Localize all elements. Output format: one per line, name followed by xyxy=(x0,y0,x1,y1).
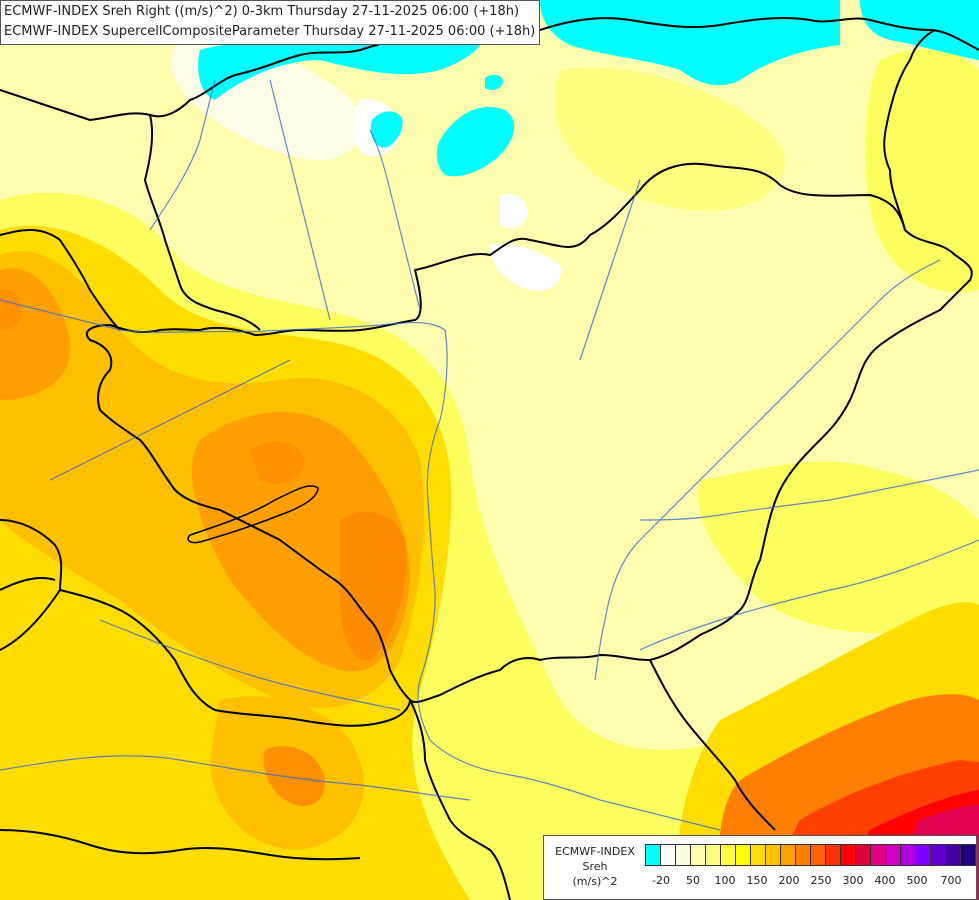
river-vah xyxy=(269,79,331,321)
field-orange-8 xyxy=(0,289,22,330)
field-yellow-ne xyxy=(865,49,979,293)
border-austria-slovenia xyxy=(0,519,411,727)
river-koros xyxy=(639,469,979,521)
field-yellow-east xyxy=(698,461,979,634)
legend-swatch-10 xyxy=(795,844,811,866)
field-cyan-2 xyxy=(540,0,840,86)
field-cyan-5 xyxy=(485,74,503,90)
title-line-scp: ECMWF-INDEX SupercellCompositeParameter … xyxy=(4,24,536,39)
border-slovenia-croatia xyxy=(0,577,61,651)
border-czech-austria xyxy=(144,114,261,331)
border-bosnia xyxy=(0,829,361,861)
legend-tick-label: 700 xyxy=(940,874,962,887)
border-romania-serbia xyxy=(649,659,776,831)
legend-swatch-13 xyxy=(840,844,856,866)
legend-unit: (m/s)^2 xyxy=(572,875,618,888)
legend-swatch-5 xyxy=(720,844,736,866)
legend-swatch-3 xyxy=(690,844,706,866)
border-croatia-serbia xyxy=(409,699,511,900)
legend-swatch-15 xyxy=(870,844,886,866)
legend-tick-label: 300 xyxy=(842,874,864,887)
legend-model: ECMWF-INDEX xyxy=(555,845,635,858)
legend-swatch-0 xyxy=(645,844,661,866)
field-orange-5 xyxy=(340,511,407,661)
map-title-box: ECMWF-INDEX Sreh Right ((m/s)^2) 0-3km T… xyxy=(0,0,541,45)
legend-tick-label: 500 xyxy=(906,874,928,887)
legend-tick-label: 400 xyxy=(874,874,896,887)
title-line-sreh: ECMWF-INDEX Sreh Right ((m/s)^2) 0-3km T… xyxy=(4,4,520,19)
field-cyan-3 xyxy=(436,106,515,177)
river-sava xyxy=(0,755,471,801)
legend-swatch-14 xyxy=(855,844,871,866)
field-yellow-north xyxy=(554,67,785,211)
legend-tick-label: 250 xyxy=(810,874,832,887)
legend-tick-label: -20 xyxy=(652,874,670,887)
border-ukraine xyxy=(883,29,936,231)
legend-tick-label: 150 xyxy=(746,874,768,887)
river-danube xyxy=(0,299,721,831)
legend-swatch-7 xyxy=(750,844,766,866)
field-white-2 xyxy=(490,243,561,291)
lake-balaton xyxy=(187,485,319,544)
border-west-austria xyxy=(0,229,121,331)
legend-swatch-19 xyxy=(930,844,946,866)
legend-swatch-16 xyxy=(885,844,901,866)
legend-swatch-21 xyxy=(960,844,976,866)
legend-tick-label: 200 xyxy=(778,874,800,887)
legend-swatch-17 xyxy=(900,844,916,866)
legend-tick-label: 50 xyxy=(686,874,700,887)
legend-swatch-8 xyxy=(765,844,781,866)
river-mures xyxy=(639,539,979,651)
legend-swatch-11 xyxy=(810,844,826,866)
river-tisza xyxy=(594,259,941,681)
legend-swatch-4 xyxy=(705,844,721,866)
river-raba xyxy=(49,359,291,481)
legend-swatch-12 xyxy=(825,844,841,866)
color-legend: ECMWF-INDEX Sreh (m/s)^2 -20 50 100 150 200 2… xyxy=(543,835,977,900)
legend-title: ECMWF-INDEX Sreh (m/s)^2 xyxy=(548,844,642,889)
field-orange-6 xyxy=(250,441,305,484)
legend-swatch-1 xyxy=(660,844,676,866)
river-morava xyxy=(149,79,216,231)
legend-ticks: -20 50 100 150 200 250 300 400 500 700 xyxy=(645,874,975,890)
field-cyan-4 xyxy=(370,111,403,148)
legend-swatch-6 xyxy=(735,844,751,866)
legend-swatch-18 xyxy=(915,844,931,866)
field-orange-7 xyxy=(263,746,325,806)
field-white-4 xyxy=(500,193,528,229)
legend-tick-label: 100 xyxy=(714,874,736,887)
river-sajo xyxy=(579,179,641,361)
legend-swatches xyxy=(645,844,976,866)
river-drava xyxy=(99,619,401,711)
rivers xyxy=(0,79,979,831)
river-hron xyxy=(369,129,421,311)
legend-swatch-20 xyxy=(945,844,961,866)
legend-swatch-9 xyxy=(780,844,796,866)
legend-param: Sreh xyxy=(582,860,608,873)
legend-swatch-2 xyxy=(675,844,691,866)
